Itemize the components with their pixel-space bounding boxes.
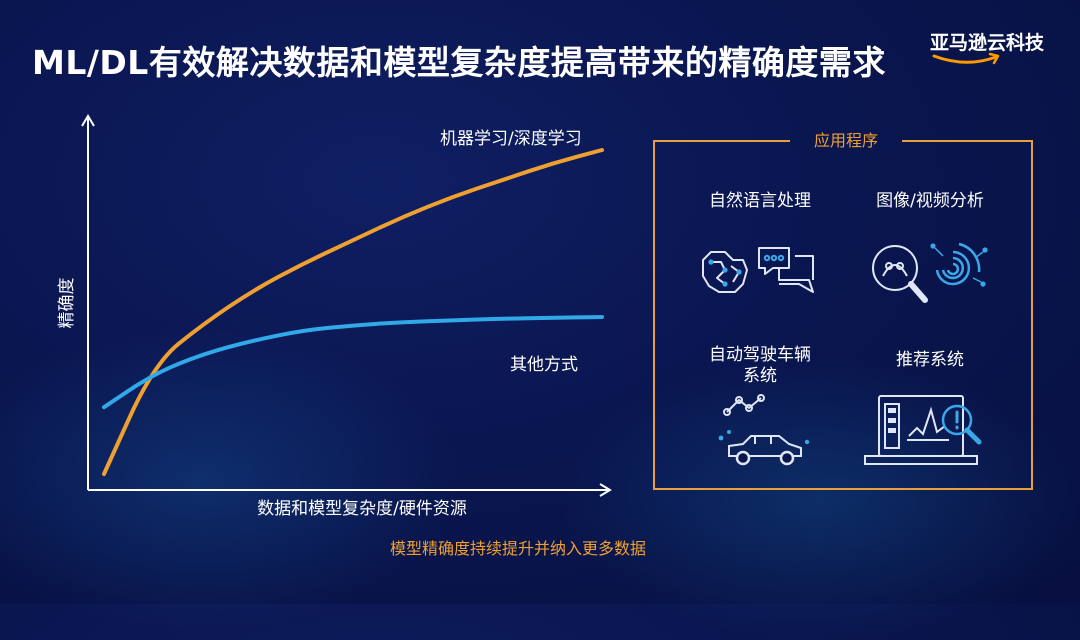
car-route-icon bbox=[718, 394, 810, 466]
smile-arrow-icon bbox=[932, 52, 1000, 65]
x-axis-arrow bbox=[599, 483, 612, 497]
y-axis-arrow bbox=[81, 114, 95, 127]
series-line-1 bbox=[102, 315, 604, 410]
brain-chat-icon bbox=[702, 247, 814, 293]
app-label-nlp: 自然语言处理 bbox=[709, 191, 811, 211]
page-title: ML/DL有效解决数据和模型复杂度提高带来的精确度需求 bbox=[32, 43, 886, 82]
brand-logo: 亚马逊云科技 bbox=[930, 28, 1060, 68]
applications-panel-title: 应用程序 bbox=[790, 130, 902, 152]
y-axis-label: 精确度 bbox=[57, 278, 77, 329]
x-axis-label: 数据和模型复杂度/硬件资源 bbox=[257, 499, 467, 519]
app-label-image-video: 图像/视频分析 bbox=[876, 191, 984, 211]
series-label-other: 其他方式 bbox=[510, 355, 578, 375]
laptop-analytics-icon bbox=[864, 395, 982, 465]
chart-axes bbox=[81, 114, 612, 497]
brand-name: 亚马逊云科技 bbox=[930, 32, 1045, 54]
app-label-recommendation: 推荐系统 bbox=[896, 350, 964, 370]
chart: 精确度 数据和模型复杂度/硬件资源 bbox=[57, 114, 612, 519]
series-label-ml-dl: 机器学习/深度学习 bbox=[440, 129, 582, 149]
footnote: 模型精确度持续提升并纳入更多数据 bbox=[390, 539, 647, 558]
face-scan-fingerprint-icon bbox=[872, 242, 988, 303]
series-line-0 bbox=[102, 148, 604, 476]
applications-panel: 应用程序 自然语言处理 图像/视频分析 自动驾驶车辆 系统 推荐系统 bbox=[653, 130, 1033, 490]
app-label-autonomous: 自动驾驶车辆 系统 bbox=[709, 345, 811, 386]
